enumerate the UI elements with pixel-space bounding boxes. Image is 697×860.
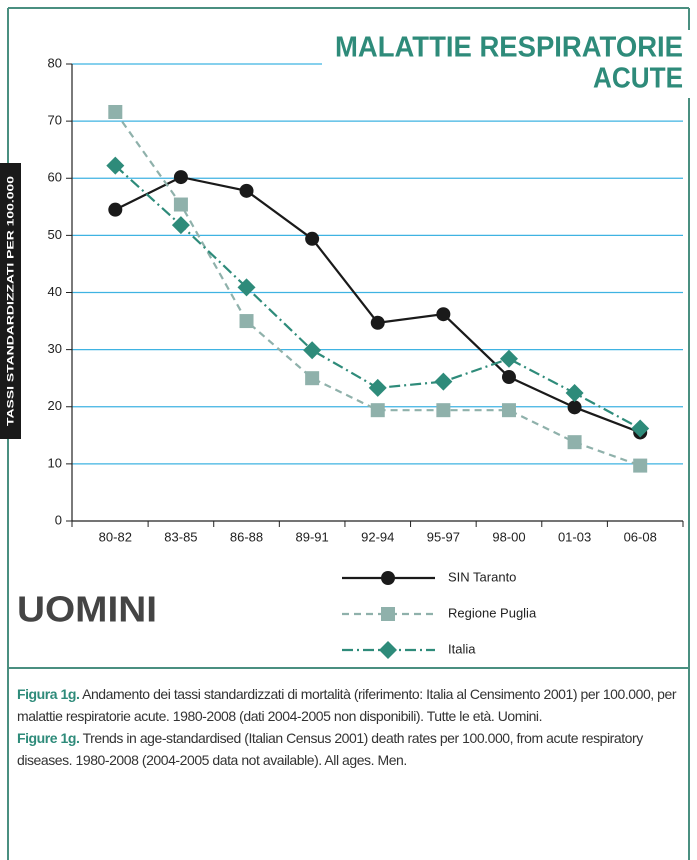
point — [239, 183, 254, 198]
point — [567, 400, 582, 415]
legend-marker — [381, 571, 395, 585]
legend-marker — [381, 607, 395, 621]
x-tick-label: 92-94 — [361, 529, 394, 544]
point — [370, 315, 385, 330]
y-tick-label: 20 — [48, 398, 62, 413]
y-tick-label: 60 — [48, 170, 62, 185]
x-tick-label: 80-82 — [99, 529, 132, 544]
point — [499, 349, 518, 368]
point — [633, 458, 648, 473]
point — [305, 231, 320, 246]
point — [303, 341, 322, 360]
caption-text: Trends in age-standardised (Italian Cens… — [17, 730, 643, 768]
point — [108, 202, 123, 217]
caption-text: Andamento dei tassi standardizzati di mo… — [17, 686, 677, 724]
point — [501, 403, 516, 418]
caption-en: Figure 1g. Trends in age-standardised (I… — [17, 727, 683, 771]
y-tick-label: 10 — [48, 455, 62, 470]
point — [501, 370, 516, 385]
caption-label: Figure 1g. — [17, 730, 80, 746]
y-tick-label: 40 — [48, 284, 62, 299]
x-tick-label: 95-97 — [427, 529, 460, 544]
y-tick-label: 70 — [48, 113, 62, 128]
x-tick-label: 83-85 — [164, 529, 197, 544]
x-tick-label: 01-03 — [558, 529, 591, 544]
ylabel-box — [0, 163, 21, 439]
point — [436, 307, 451, 322]
point — [173, 170, 188, 185]
caption-label: Figura 1g. — [17, 686, 80, 702]
point — [368, 378, 387, 397]
caption-it: Figura 1g. Andamento dei tassi standardi… — [17, 683, 683, 727]
point — [239, 314, 254, 329]
x-tick-label: 89-91 — [296, 529, 329, 544]
point — [237, 278, 256, 297]
point — [436, 403, 451, 418]
legend-label: Regione Puglia — [448, 605, 537, 620]
caption: Figura 1g. Andamento dei tassi standardi… — [17, 683, 683, 771]
annotation: UOMINI — [17, 589, 157, 630]
point — [567, 435, 582, 450]
legend-label: Italia — [448, 641, 476, 656]
x-tick-label: 06-08 — [624, 529, 657, 544]
series-line — [114, 111, 641, 467]
point — [370, 403, 385, 418]
title-bg — [322, 30, 690, 98]
legend-label: SIN Taranto — [448, 569, 516, 584]
x-tick-label: 86-88 — [230, 529, 263, 544]
chart-title: ACUTE — [593, 63, 683, 95]
chart-title: MALATTIE RESPIRATORIE — [335, 32, 683, 64]
point — [631, 419, 650, 438]
point — [305, 371, 320, 386]
legend-marker — [379, 641, 397, 659]
y-axis-label: TASSI STANDARDIZZATI PER 100.000 — [5, 176, 15, 426]
y-tick-label: 30 — [48, 341, 62, 356]
point — [171, 216, 190, 235]
y-tick-label: 0 — [55, 512, 62, 527]
point — [106, 156, 125, 175]
point — [565, 384, 584, 403]
x-tick-label: 98-00 — [492, 529, 525, 544]
y-tick-label: 80 — [48, 55, 62, 70]
point — [108, 104, 123, 119]
y-tick-label: 50 — [48, 227, 62, 242]
point — [173, 197, 188, 212]
point — [434, 372, 453, 391]
